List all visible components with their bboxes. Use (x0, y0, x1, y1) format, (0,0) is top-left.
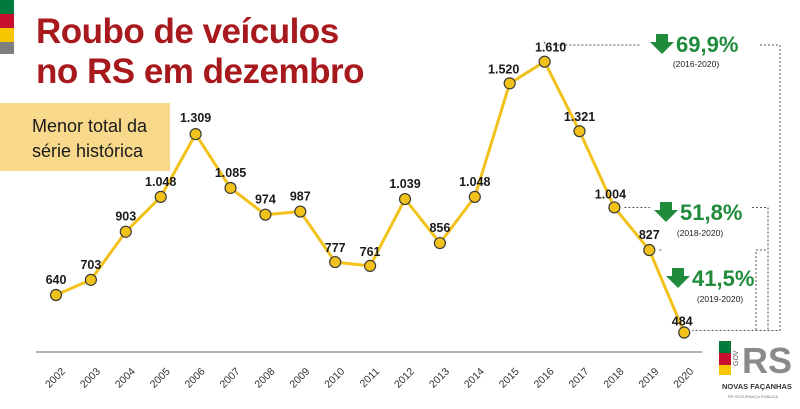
flag-stripe-grey (0, 42, 14, 54)
data-label-2007: 1.085 (215, 166, 246, 180)
logo-square-green (719, 341, 731, 353)
data-point-2017 (573, 125, 586, 138)
x-tick-2003: 2003 (78, 365, 103, 390)
bracket-2016-2020-left (544, 41, 640, 46)
logo-rs-text: RS (742, 340, 792, 381)
chart-title-line1: Roubo de veículos (36, 12, 339, 51)
period-brackets (544, 41, 781, 332)
data-label-2004: 903 (115, 210, 136, 224)
data-point-2007 (224, 181, 237, 195)
bracket-2016-2020-right (692, 44, 781, 332)
data-point-2004 (119, 225, 132, 238)
x-tick-2002: 2002 (43, 365, 68, 390)
data-point-2005 (154, 190, 167, 203)
data-point-2008 (259, 208, 272, 221)
x-tick-2014: 2014 (462, 365, 487, 390)
x-tick-2006: 2006 (183, 365, 208, 390)
data-point-2020 (678, 326, 691, 339)
logo-slogan-text: NOVAS FAÇANHAS (722, 382, 792, 391)
x-tick-2013: 2013 (427, 365, 452, 390)
data-label-2015: 1.520 (488, 62, 519, 76)
data-point-2003 (84, 273, 98, 286)
rs-logo-mark: GOV RS NOVAS FAÇANHAS RS SEGURANÇA PÚBLI… (719, 340, 792, 399)
data-label-2008: 974 (255, 193, 276, 207)
data-label-2017: 1.321 (564, 110, 595, 124)
x-tick-2009: 2009 (287, 365, 312, 390)
data-point-2016 (538, 55, 551, 68)
data-point-2009 (294, 205, 307, 218)
flag-stripe-yellow (0, 28, 14, 42)
x-tick-2018: 2018 (601, 365, 626, 390)
x-tick-2012: 2012 (392, 365, 417, 390)
lowest-total-callout: Menor total da série histórica (0, 103, 170, 171)
data-point-2014 (468, 190, 481, 203)
logo-square-yellow (719, 365, 731, 375)
data-point-2012 (398, 192, 412, 206)
x-tick-2010: 2010 (322, 365, 347, 390)
x-tick-2019: 2019 (636, 365, 661, 390)
flag-stripe-red (0, 14, 14, 28)
x-tick-labels: 2002 2003 2004 2005 2006 2007 2008 2009 2010 2011… (43, 365, 696, 390)
x-tick-2004: 2004 (113, 365, 138, 390)
data-label-2014: 1.048 (459, 175, 490, 189)
x-tick-2007: 2007 (218, 365, 243, 390)
down-arrow-icon-0 (650, 34, 674, 54)
logo-sub-text: RS SEGURANÇA PÚBLICA (728, 394, 778, 399)
x-tick-2015: 2015 (497, 365, 522, 390)
logo-gov-text: GOV (733, 350, 740, 366)
decline-period-2016-2020: (2016-2020) (673, 59, 719, 69)
data-point-2018 (608, 201, 621, 214)
decline-period-2018-2020: (2018-2020) (677, 228, 723, 238)
data-point-2013 (433, 236, 446, 250)
rs-government-logo: GOV RS NOVAS FAÇANHAS RS SEGURANÇA PÚBLI… (718, 340, 794, 406)
decline-percent-2019-2020: 41,5% (692, 266, 754, 291)
data-label-2010: 777 (325, 241, 346, 255)
data-label-2016: 1.610 (535, 41, 566, 55)
series-polyline (55, 60, 686, 334)
decline-annotations: 69,9% (2016-2020) 51,8% (2018-2020) 41,5% (20… (650, 32, 754, 304)
data-label-2012: 1.039 (389, 177, 420, 191)
decline-period-2019-2020: (2019-2020) (697, 294, 743, 304)
data-points (49, 55, 691, 339)
chart-title-line2: no RS em dezembro (36, 52, 364, 91)
data-label-2013: 856 (429, 221, 450, 235)
data-label-2019: 827 (639, 228, 660, 242)
x-tick-2017: 2017 (567, 365, 592, 390)
bracket-2018-2020-right (752, 206, 769, 331)
data-label-2005: 1.048 (145, 175, 176, 189)
down-arrow-icon-1 (654, 202, 678, 222)
series-line (55, 60, 686, 334)
decline-percent-2016-2020: 69,9% (676, 32, 738, 57)
data-point-2002 (49, 288, 63, 302)
data-label-2003: 703 (80, 258, 101, 272)
data-point-2019 (643, 243, 656, 257)
x-tick-2016: 2016 (532, 365, 557, 390)
data-label-2018: 1.004 (595, 187, 626, 201)
data-point-2015 (503, 77, 516, 90)
chart-title: Roubo de veículos no RS em dezembro (36, 12, 364, 92)
data-point-2011 (364, 259, 377, 272)
data-label-2006: 1.309 (180, 111, 211, 125)
decline-percent-2018-2020: 51,8% (680, 200, 742, 225)
data-label-2011: 761 (360, 245, 381, 259)
down-arrow-icon-2 (666, 268, 690, 288)
x-tick-2005: 2005 (148, 365, 173, 390)
data-label-2009: 987 (290, 190, 311, 204)
bracket-2019-2020-right (755, 249, 766, 331)
data-labels: 640 703 903 1.048 1.309 1.085 974 987 777 761 1.03… (46, 41, 693, 329)
data-label-2020: 484 (672, 315, 693, 329)
callout-line1: Menor total da (32, 116, 148, 136)
flag-stripe-green (0, 0, 14, 14)
callout-line2: série histórica (32, 141, 144, 161)
x-tick-2011: 2011 (358, 365, 383, 390)
logo-square-red (719, 353, 731, 365)
data-point-2010 (329, 255, 342, 269)
data-point-2006 (189, 128, 202, 141)
x-tick-2008: 2008 (252, 365, 277, 390)
data-label-2002: 640 (46, 273, 67, 287)
x-tick-2020: 2020 (671, 365, 696, 390)
